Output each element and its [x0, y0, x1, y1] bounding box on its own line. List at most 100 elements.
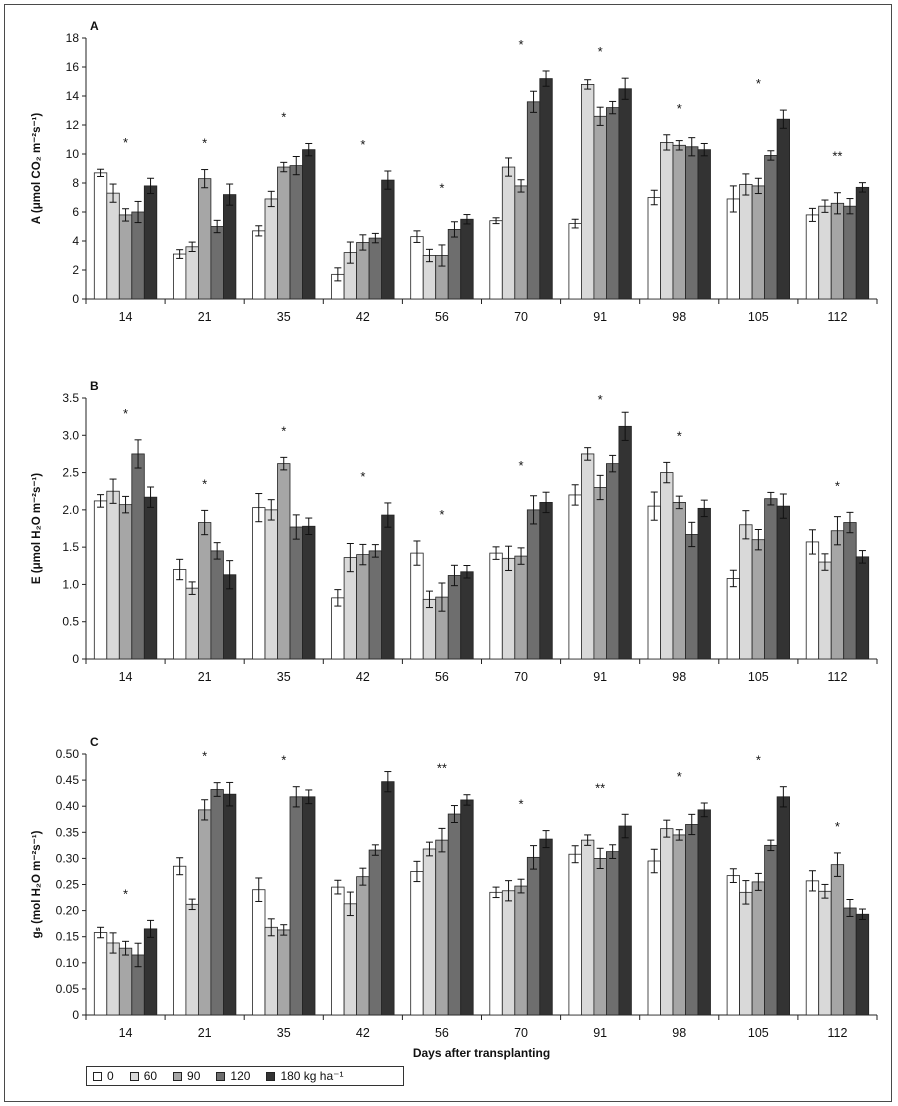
panel-a-bar [143, 185, 158, 300]
panel-c-bar [343, 903, 358, 1016]
panel-b-significance-marker: * [835, 478, 840, 493]
panel-c-x-tick-label: 112 [827, 1026, 847, 1040]
panel-c-x-tick-label: 91 [593, 1026, 607, 1040]
legend-item-0: 0 [93, 1069, 114, 1083]
panel-a-y-tick-label: 4 [72, 234, 79, 248]
panel-b-x-tick-label: 70 [514, 670, 528, 684]
panel-b-significance-marker: * [519, 458, 524, 473]
panel-c-x-tick-label: 42 [356, 1026, 370, 1040]
panel-c-bar [739, 891, 753, 1016]
panel-b-bar [568, 494, 582, 660]
panel-c-bar [264, 926, 278, 1016]
panel-b-bar [581, 453, 595, 660]
panel-b-bar [660, 472, 674, 660]
panel-c-bar [805, 880, 820, 1016]
legend-label-60: 60 [143, 1069, 158, 1083]
panel-c-bar [647, 860, 661, 1016]
panel-b-bar [106, 490, 120, 660]
panel-a-x-tick-label: 70 [514, 310, 528, 324]
panel-c-bar [410, 871, 424, 1016]
panel-b-bar [252, 507, 266, 660]
panel-a-bar [368, 237, 383, 300]
panel-c-bar [526, 856, 541, 1016]
panel-b-bar [776, 505, 790, 660]
panel-b-bar [410, 552, 424, 660]
panel-b-bar [672, 501, 686, 660]
panel-c-bar [672, 834, 686, 1016]
panel-c-x-tick-label: 98 [672, 1026, 686, 1040]
panel-a-significance-marker: ** [832, 149, 842, 164]
panel-a-bar [855, 186, 870, 300]
panel-b-bar [830, 530, 845, 660]
legend-label-120: 120 [230, 1069, 251, 1083]
panel-a-bar [568, 223, 582, 300]
panel-c-significance-marker: * [677, 769, 682, 784]
panel-c-bar [422, 848, 437, 1016]
panel-b-bar [501, 557, 516, 660]
panel-b-bar [606, 463, 620, 660]
panel-c-bar [818, 890, 832, 1016]
panel-c-significance-marker: * [835, 819, 840, 834]
panel-c-y-tick-label: 0.45 [56, 773, 80, 787]
panel-c-bar [697, 809, 711, 1016]
panel-b-significance-marker: * [281, 423, 286, 438]
panel-a-bar [672, 144, 686, 300]
legend-item-90: 90 [173, 1069, 200, 1083]
panel-c-bar [93, 932, 108, 1016]
panel-b-bar [697, 507, 711, 660]
panel-a-significance-marker: * [281, 109, 286, 124]
panel-a-bar [751, 185, 765, 300]
legend-swatch-0 [93, 1071, 102, 1081]
panel-b-x-tick-label: 91 [593, 670, 607, 684]
panel-b-bar [514, 555, 528, 660]
panel-b-x-tick-label: 35 [277, 670, 291, 684]
legend-swatch-60 [129, 1071, 139, 1081]
panel-a-bar [764, 155, 778, 300]
panel-c-bar [460, 799, 474, 1016]
panel-b-bar [264, 509, 278, 660]
panel-b-y-axis-title: E (μmol H₂O m⁻²s⁻¹) [31, 473, 43, 584]
panel-a-bar [581, 84, 595, 300]
panel-b-bar [855, 556, 870, 660]
panel-b-bar [422, 598, 437, 660]
panel-c-bar [356, 876, 370, 1016]
panel-c-bar [197, 809, 212, 1016]
panel-c-bar [289, 796, 303, 1016]
panel-a-x-tick-label: 35 [277, 310, 291, 324]
panel-c-y-tick-label: 0 [72, 1008, 79, 1022]
panel-a-x-tick-label: 21 [198, 310, 212, 324]
panel-b-bar [818, 561, 832, 660]
panel-a-bar [277, 166, 291, 300]
panel-b-significance-marker: * [202, 476, 207, 491]
panel-a-bar [805, 214, 820, 300]
panel-a-significance-marker: * [202, 136, 207, 151]
panel-b-significance-marker: * [598, 392, 603, 407]
panel-b-y-tick-label: 3.5 [62, 391, 79, 405]
panel-c-bar [331, 886, 345, 1016]
panel-a-x-tick-label: 14 [119, 310, 133, 324]
panel-b-significance-marker: * [360, 469, 365, 484]
panel-b-bar [277, 463, 291, 660]
panel-c-bar [539, 838, 553, 1016]
panel-a-bar [685, 146, 699, 300]
panel-b-x-tick-label: 112 [827, 670, 847, 684]
panel-a-bar [776, 118, 790, 300]
panel-b-bar [685, 534, 699, 660]
panel-c-bar [843, 907, 857, 1016]
panel-b-y-tick-label: 2.0 [62, 503, 79, 517]
panel-b-bar [526, 509, 541, 660]
panel-a-significance-marker: * [519, 37, 524, 52]
panel-a-bar [818, 205, 832, 300]
panel-a-bar [660, 141, 674, 300]
panel-b-bar [210, 550, 224, 660]
panel-b-bar [289, 526, 303, 660]
panel-b-bar [489, 552, 503, 660]
panel-b-significance-marker: * [439, 507, 444, 522]
legend-swatch-90 [173, 1071, 183, 1081]
panel-c-bar [581, 839, 595, 1016]
panel-b-bar [843, 522, 857, 660]
panel-b-y-tick-label: 0.5 [62, 615, 79, 629]
panel-b-significance-marker: * [677, 428, 682, 443]
legend-swatch-120 [216, 1071, 226, 1081]
